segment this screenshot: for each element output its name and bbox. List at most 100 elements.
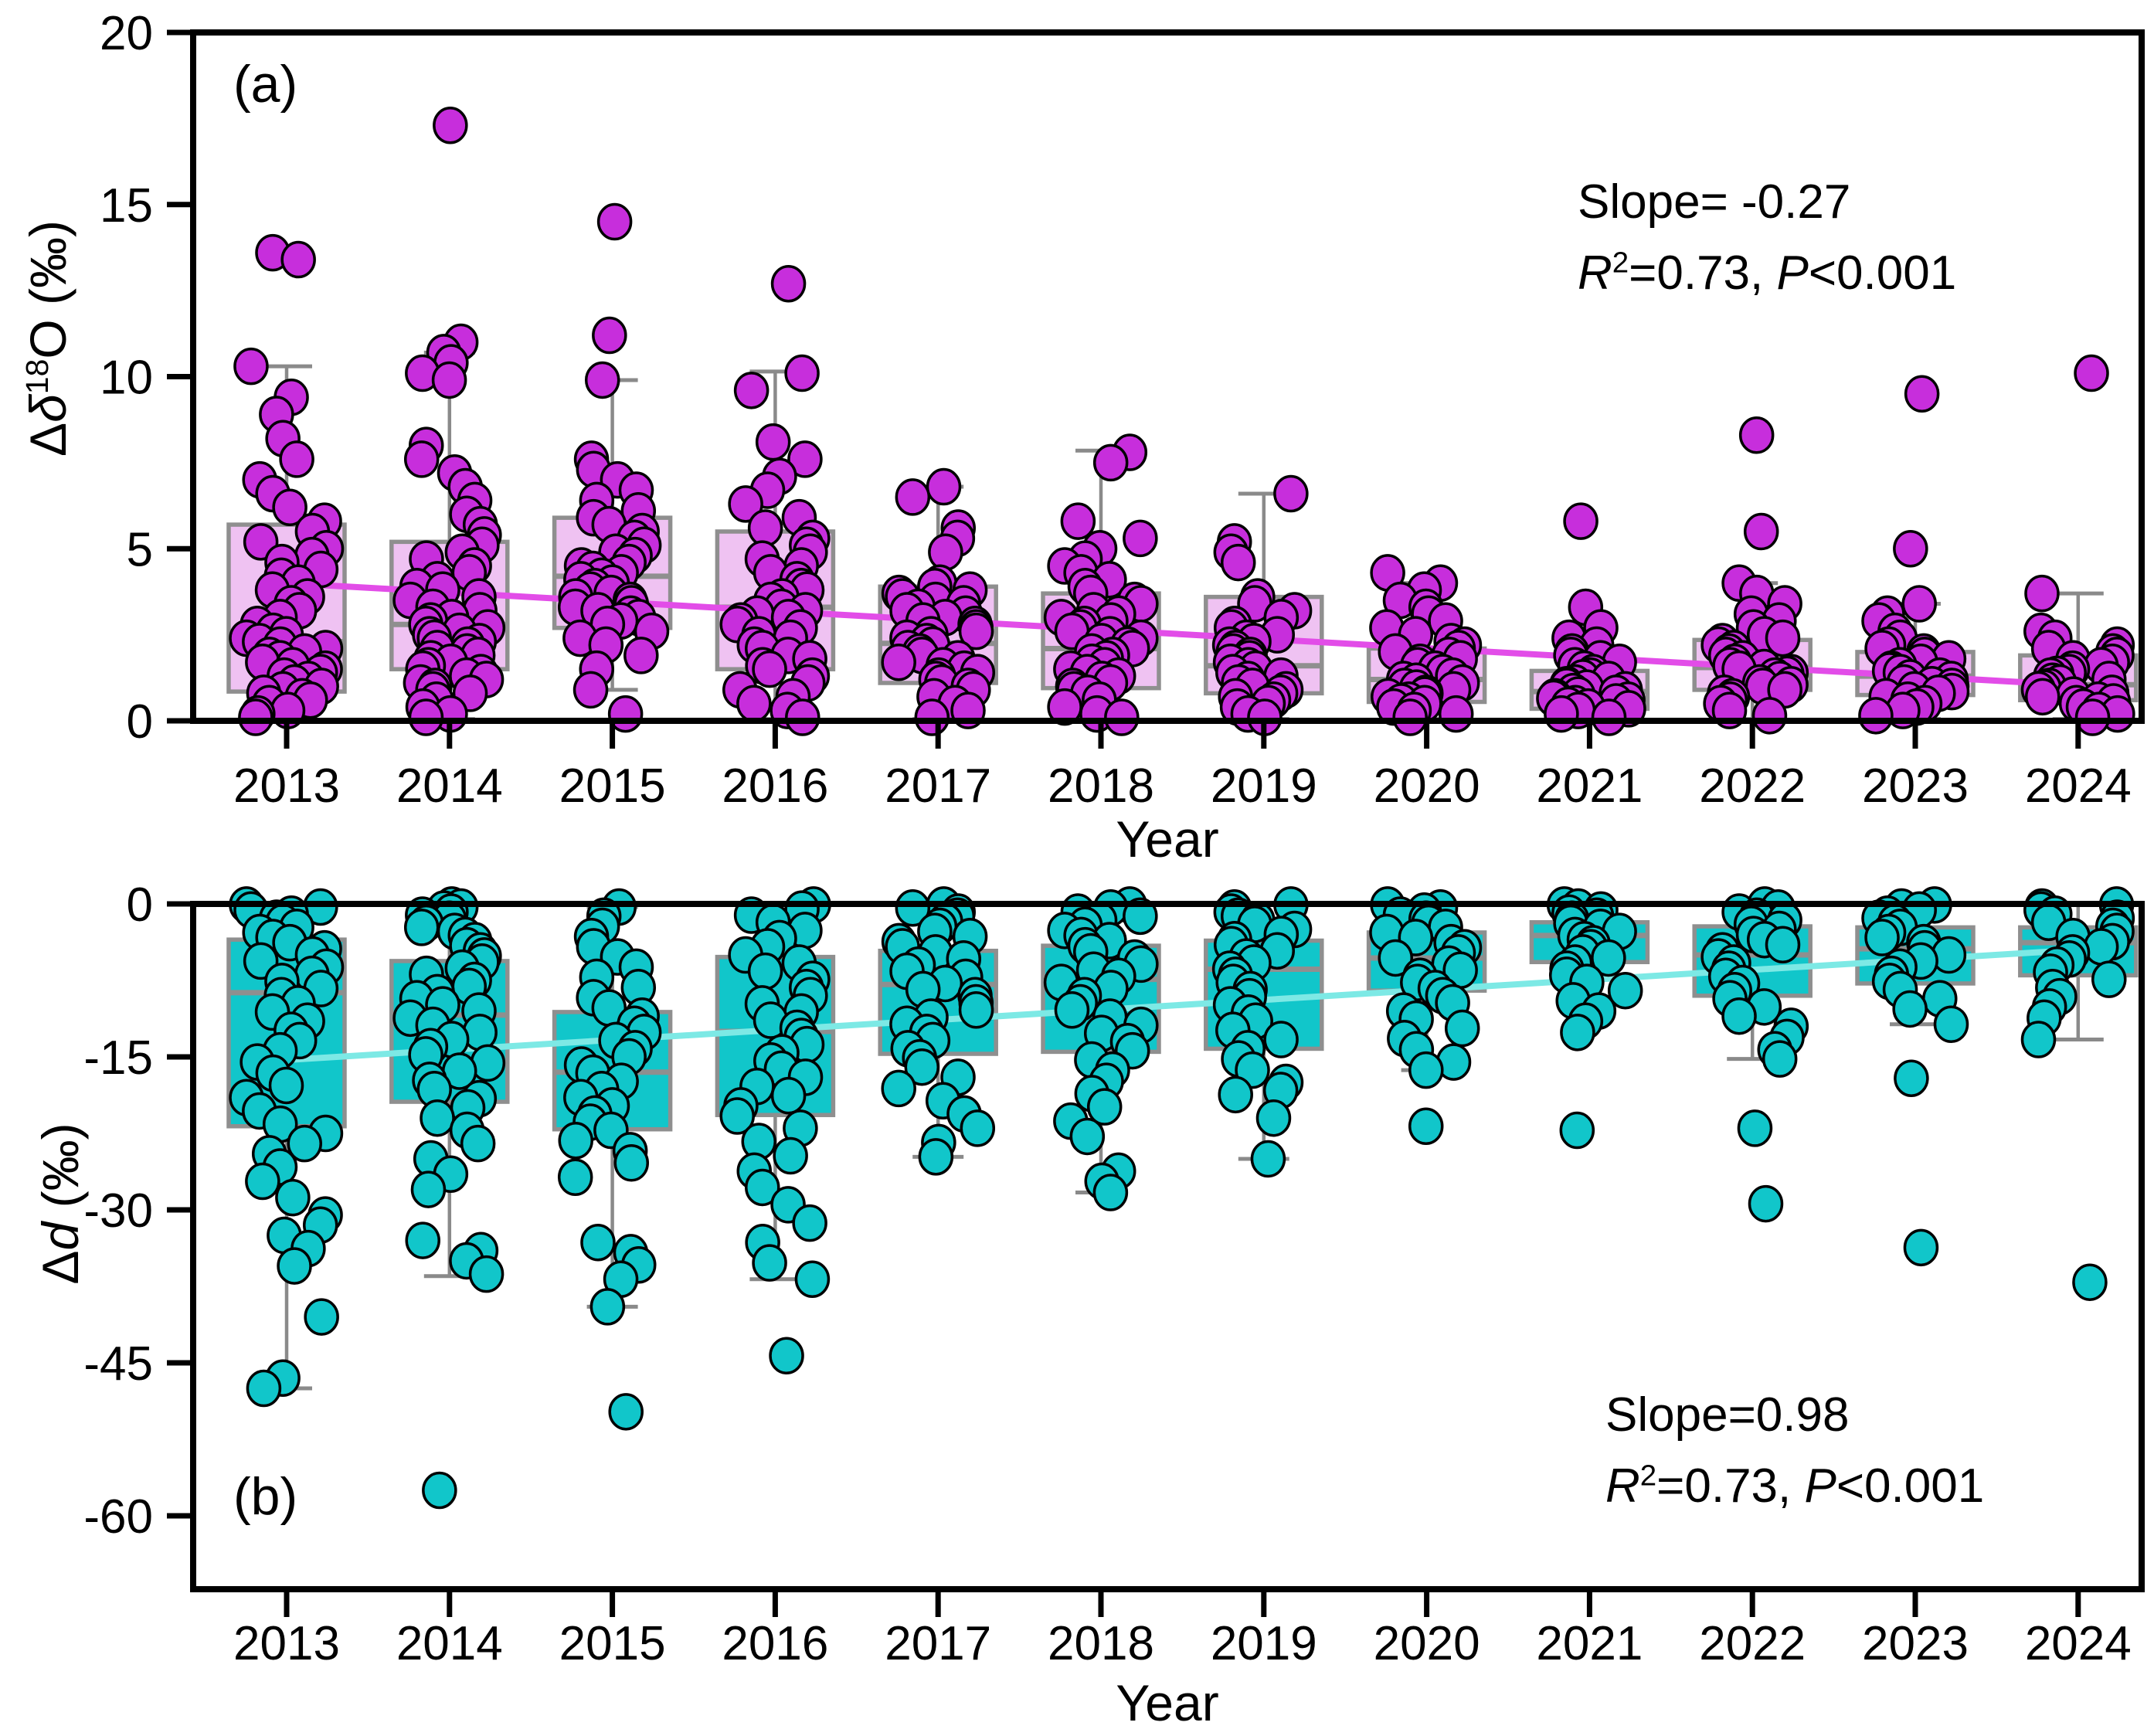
scatter-point	[773, 1136, 808, 1175]
scatter-point	[1069, 1117, 1106, 1156]
x-tick-label: 2016	[722, 1617, 828, 1670]
y-tick-label: -45	[83, 1337, 153, 1391]
x-tick-label: 2013	[233, 759, 340, 813]
scatter-point	[613, 1144, 650, 1182]
scatter-point	[1904, 375, 1940, 413]
scatter-point	[2074, 698, 2111, 736]
scatter-point	[1591, 939, 1626, 977]
panel-b-frame	[190, 901, 2145, 1592]
scatter-point	[1762, 1040, 1798, 1078]
scatter-point	[405, 1221, 440, 1259]
x-tick-label: 2023	[1862, 759, 1969, 813]
scatter-point	[1273, 474, 1309, 513]
scatter-point	[1444, 1009, 1480, 1048]
scatter-point	[233, 347, 269, 386]
scatter-point	[592, 316, 627, 355]
scatter-point	[1903, 1228, 1939, 1267]
scatter-point	[918, 1138, 954, 1176]
x-tick-label: 2014	[396, 759, 503, 813]
scatter-point	[745, 1168, 780, 1207]
scatter-point	[1607, 971, 1643, 1010]
scatter-point	[623, 637, 659, 674]
scatter-point	[1255, 1099, 1292, 1137]
x-tick-label: 2024	[2025, 1617, 2132, 1670]
trend-line-b	[284, 946, 2081, 1063]
scatter-point	[719, 1097, 755, 1135]
scatter-point	[277, 1247, 312, 1285]
y-tick-label: 15	[100, 179, 153, 233]
scatter-point	[2074, 354, 2109, 392]
x-tick-label: 2019	[1211, 759, 1317, 813]
scatter-point	[557, 1158, 593, 1196]
y-tick-label: -60	[83, 1490, 153, 1544]
scatter-point	[1894, 1059, 1929, 1097]
x-axis-title-b: Year	[1116, 1674, 1219, 1731]
scatter-point	[1092, 1174, 1129, 1211]
scatter-point	[272, 488, 307, 527]
scatter-point	[608, 1393, 644, 1431]
y-tick-label: 10	[100, 352, 153, 405]
scatter-point	[794, 1260, 831, 1298]
x-tick-label: 2022	[1699, 759, 1806, 813]
x-tick-label: 2021	[1536, 1617, 1643, 1670]
panel-b-r2-p-text: R2=0.73, P<0.001	[1605, 1459, 1985, 1513]
scatter-point	[2072, 1263, 2108, 1301]
scatter-point	[238, 698, 273, 736]
scatter-point	[2091, 960, 2127, 998]
scatter-point	[468, 1255, 505, 1293]
scatter-point	[279, 440, 314, 478]
scatter-point	[881, 644, 916, 681]
x-tick-label: 2019	[1211, 1617, 1317, 1670]
scatter-point	[596, 202, 633, 241]
scatter-point	[1738, 416, 1775, 454]
y-axis-title-b: Δd (‰)	[32, 1123, 89, 1285]
x-tick-label: 2022	[1699, 1617, 1806, 1670]
scatter-point	[904, 1048, 940, 1086]
scatter-point	[1218, 1075, 1253, 1114]
scatter-point	[1765, 926, 1801, 964]
scatter-point	[792, 1204, 827, 1242]
x-tick-label: 2014	[396, 1617, 503, 1670]
y-tick-label: 0	[127, 878, 153, 932]
x-tick-label: 2016	[722, 759, 828, 813]
scatter-point	[1123, 519, 1158, 558]
y-tick-label: -15	[83, 1031, 153, 1085]
scatter-point	[770, 1076, 807, 1115]
scatter-point	[403, 440, 440, 478]
scatter-point	[1104, 698, 1140, 736]
scatter-point	[420, 1099, 455, 1137]
scatter-point	[1560, 1014, 1595, 1051]
scatter-point	[736, 685, 772, 722]
y-tick-label: -30	[83, 1184, 153, 1238]
scatter-point	[245, 1162, 280, 1201]
scatter-point	[1748, 1184, 1784, 1223]
scatter-point	[460, 1124, 496, 1163]
x-tick-label: 2013	[233, 1617, 340, 1670]
scatter-point	[928, 533, 963, 571]
scatter-point	[1408, 1051, 1444, 1089]
scatter-point	[914, 698, 950, 736]
scatter-point	[1893, 530, 1928, 568]
panel-a-frame	[190, 29, 2145, 724]
scatter-point	[422, 1471, 457, 1510]
scatter-point	[1123, 897, 1158, 936]
y-tick-label: 0	[127, 695, 153, 749]
y-axis-title-a: Δδ18O (‰)	[19, 220, 76, 457]
scatter-point	[246, 1369, 282, 1408]
scatter-point	[1092, 443, 1129, 482]
scatter-point	[1263, 1021, 1299, 1058]
scatter-point	[895, 478, 931, 516]
scatter-point	[881, 1069, 916, 1108]
scatter-point	[1054, 991, 1090, 1029]
scatter-point	[1438, 695, 1474, 733]
scatter-point	[747, 952, 783, 990]
scatter-point	[1392, 698, 1428, 736]
scatter-point	[1721, 997, 1757, 1035]
scatter-point	[2024, 678, 2061, 716]
scatter-point	[784, 354, 820, 392]
scatter-point	[1559, 1111, 1595, 1150]
scatter-point	[733, 372, 770, 409]
scatter-point	[408, 698, 444, 736]
